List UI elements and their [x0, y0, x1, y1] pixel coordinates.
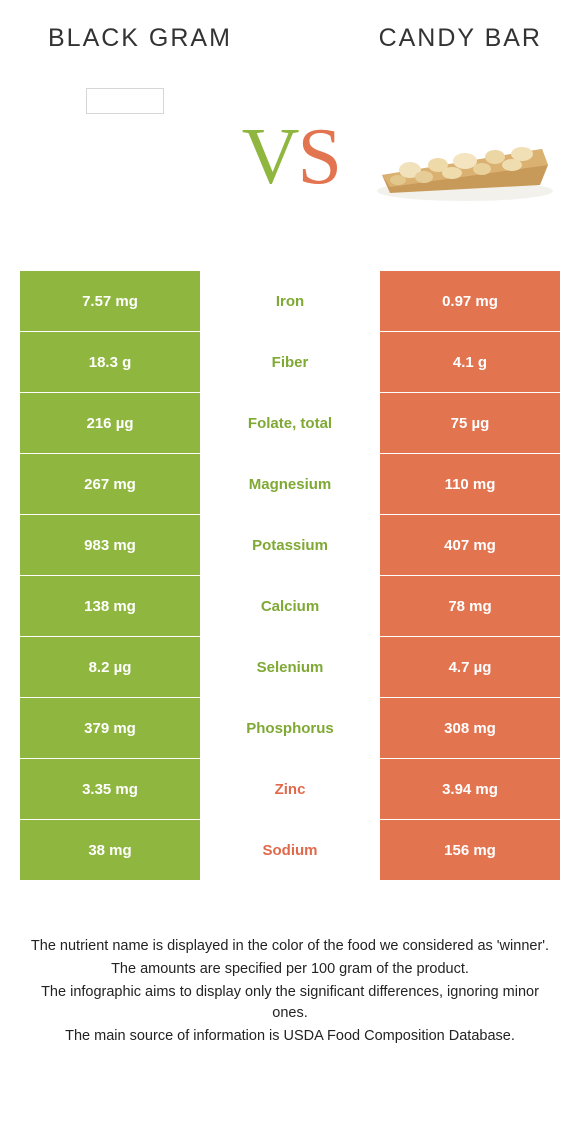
- table-row: 379 mgPhosphorus308 mg: [20, 698, 560, 758]
- cell-right-value: 78 mg: [380, 576, 560, 636]
- cell-nutrient-name: Magnesium: [200, 454, 380, 514]
- cell-left-value: 267 mg: [20, 454, 200, 514]
- cell-nutrient-name: Phosphorus: [200, 698, 380, 758]
- cell-nutrient-name: Sodium: [200, 820, 380, 880]
- cell-right-value: 407 mg: [380, 515, 560, 575]
- cell-right-value: 3.94 mg: [380, 759, 560, 819]
- table-row: 38 mgSodium156 mg: [20, 820, 560, 880]
- table-row: 216 µgFolate, total75 µg: [20, 393, 560, 453]
- table-row: 3.35 mgZinc3.94 mg: [20, 759, 560, 819]
- cell-right-value: 4.7 µg: [380, 637, 560, 697]
- food-left-thumb-placeholder: [86, 88, 164, 114]
- footer-notes: The nutrient name is displayed in the co…: [0, 936, 580, 1048]
- cell-left-value: 216 µg: [20, 393, 200, 453]
- cell-left-value: 7.57 mg: [20, 271, 200, 331]
- table-row: 138 mgCalcium78 mg: [20, 576, 560, 636]
- food-right-title: CANDY BAR: [379, 24, 542, 53]
- cell-left-value: 8.2 µg: [20, 637, 200, 697]
- cell-right-value: 4.1 g: [380, 332, 560, 392]
- cell-right-value: 308 mg: [380, 698, 560, 758]
- footer-line-3: The infographic aims to display only the…: [28, 982, 552, 1026]
- cell-nutrient-name: Iron: [200, 271, 380, 331]
- food-left-title: BLACK GRAM: [48, 24, 232, 53]
- table-row: 267 mgMagnesium110 mg: [20, 454, 560, 514]
- footer-line-1: The nutrient name is displayed in the co…: [28, 936, 552, 958]
- cell-nutrient-name: Selenium: [200, 637, 380, 697]
- table-row: 18.3 gFiber4.1 g: [20, 332, 560, 392]
- footer-line-2: The amounts are specified per 100 gram o…: [28, 959, 552, 981]
- nutrient-table: 7.57 mgIron0.97 mg18.3 gFiber4.1 g216 µg…: [20, 271, 560, 880]
- vs-v-letter: V: [242, 113, 298, 201]
- table-row: 8.2 µgSelenium4.7 µg: [20, 637, 560, 697]
- header: BLACK GRAM CANDY BAR: [0, 0, 580, 61]
- table-row: 7.57 mgIron0.97 mg: [20, 271, 560, 331]
- vs-s-letter: S: [298, 113, 341, 201]
- cell-right-value: 110 mg: [380, 454, 560, 514]
- cell-nutrient-name: Potassium: [200, 515, 380, 575]
- cell-nutrient-name: Fiber: [200, 332, 380, 392]
- cell-left-value: 3.35 mg: [20, 759, 200, 819]
- cell-right-value: 156 mg: [380, 820, 560, 880]
- vs-row: VS: [0, 107, 580, 207]
- cell-right-value: 75 µg: [380, 393, 560, 453]
- cell-left-value: 38 mg: [20, 820, 200, 880]
- cell-nutrient-name: Calcium: [200, 576, 380, 636]
- footer-line-4: The main source of information is USDA F…: [28, 1026, 552, 1048]
- cell-left-value: 379 mg: [20, 698, 200, 758]
- food-right-image: [370, 107, 560, 207]
- cell-left-value: 983 mg: [20, 515, 200, 575]
- vs-letters: VS: [242, 112, 340, 203]
- cell-nutrient-name: Folate, total: [200, 393, 380, 453]
- cell-right-value: 0.97 mg: [380, 271, 560, 331]
- table-row: 983 mgPotassium407 mg: [20, 515, 560, 575]
- cell-left-value: 138 mg: [20, 576, 200, 636]
- cell-left-value: 18.3 g: [20, 332, 200, 392]
- cell-nutrient-name: Zinc: [200, 759, 380, 819]
